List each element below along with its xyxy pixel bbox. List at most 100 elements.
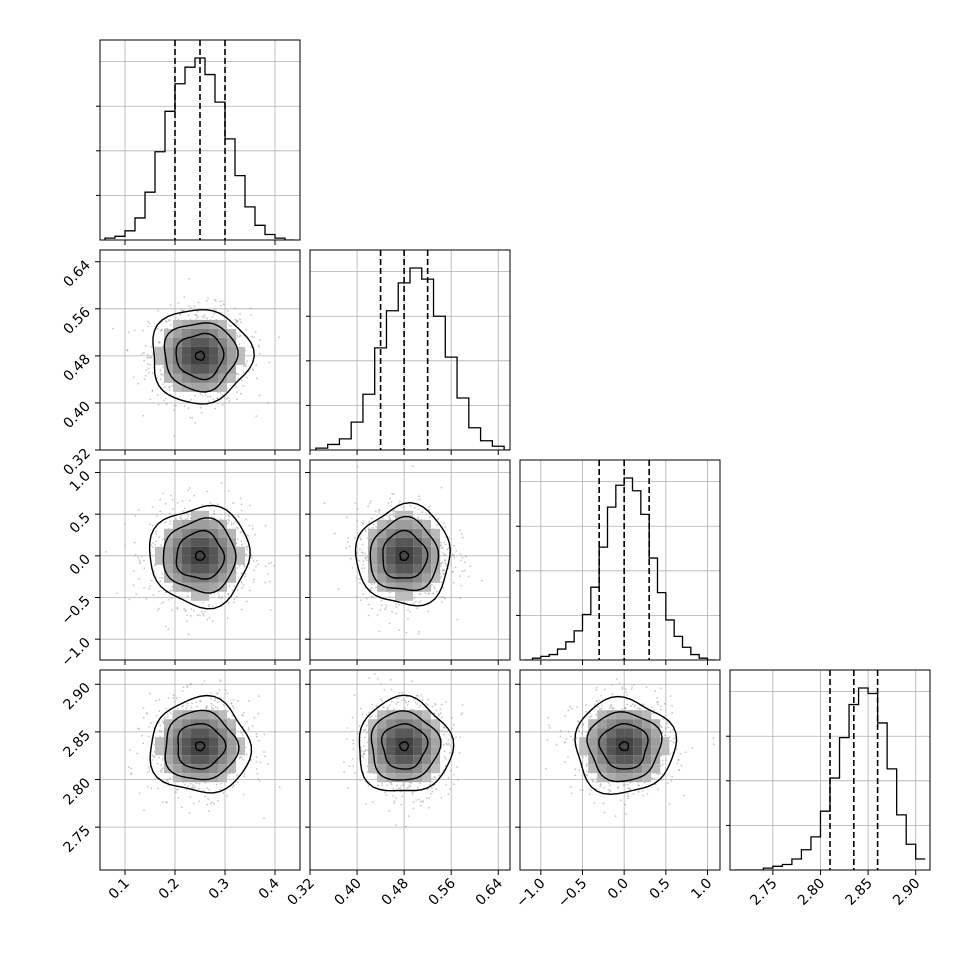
- sample-point: [253, 569, 256, 572]
- sample-point: [255, 364, 258, 366]
- sample-point: [392, 787, 395, 790]
- sample-point: [177, 707, 179, 710]
- density-cell: [164, 537, 173, 547]
- density-cell: [218, 573, 227, 583]
- sample-point: [161, 720, 164, 722]
- sample-point: [443, 730, 446, 733]
- sample-point: [257, 712, 260, 715]
- density-cell: [191, 710, 200, 720]
- sample-point: [362, 551, 364, 554]
- sample-point: [373, 673, 376, 675]
- sample-point: [406, 704, 409, 706]
- sample-point: [199, 700, 202, 703]
- sample-point: [361, 521, 364, 524]
- sample-point: [240, 392, 242, 395]
- x-tick-label: 0.4: [256, 875, 283, 902]
- contour-2: [382, 529, 429, 579]
- density-cell: [395, 564, 405, 574]
- sample-point: [171, 713, 174, 716]
- sample-point: [184, 783, 187, 786]
- sample-point: [207, 798, 210, 800]
- sample-point: [269, 609, 272, 611]
- density-cell: [395, 591, 405, 601]
- sample-point: [444, 764, 447, 767]
- density-cell: [173, 719, 182, 729]
- sample-point: [242, 365, 245, 367]
- sample-point: [358, 559, 360, 562]
- sample-point: [181, 500, 184, 502]
- sample-point: [196, 705, 199, 708]
- sample-point: [182, 704, 184, 707]
- sample-point: [443, 541, 446, 544]
- sample-point: [227, 592, 230, 595]
- contour-0: [148, 504, 251, 610]
- density-cell: [200, 591, 209, 601]
- sample-point: [417, 786, 419, 789]
- density-cell: [182, 328, 191, 338]
- sample-point: [416, 703, 419, 705]
- sample-point: [361, 567, 363, 570]
- sample-point: [252, 581, 255, 583]
- density-cell: [386, 719, 396, 729]
- density-cell: [377, 582, 387, 592]
- density-cell: [404, 728, 414, 738]
- sample-point: [417, 518, 419, 521]
- density-cell: [200, 510, 209, 520]
- sample-point: [385, 514, 388, 517]
- sample-point: [446, 548, 449, 551]
- sample-point: [180, 515, 182, 517]
- density-cell: [173, 328, 182, 338]
- density-cell: [218, 710, 227, 720]
- sample-point: [459, 597, 462, 600]
- density-cell: [182, 337, 191, 347]
- sample-point: [219, 679, 222, 682]
- sample-point: [365, 732, 368, 734]
- sample-point: [453, 556, 456, 559]
- density-cell: [413, 728, 423, 738]
- density-cell: [386, 537, 396, 547]
- density-cell: [236, 355, 245, 365]
- sample-point: [233, 598, 236, 601]
- density-cell: [227, 364, 236, 374]
- sample-point: [246, 720, 248, 723]
- sample-point: [480, 580, 483, 582]
- sample-point: [163, 386, 166, 389]
- sample-point: [376, 614, 379, 616]
- sample-point: [137, 727, 140, 730]
- density-cell: [422, 564, 432, 574]
- density-cell: [182, 719, 191, 729]
- sample-point: [392, 514, 395, 517]
- sample-point: [155, 532, 157, 535]
- sample-point: [418, 630, 420, 633]
- sample-point: [184, 609, 187, 611]
- sample-point: [224, 513, 227, 515]
- sample-point: [159, 329, 162, 332]
- sample-point: [151, 524, 154, 527]
- density-cell: [209, 373, 218, 383]
- sample-point: [170, 597, 173, 600]
- sample-point: [249, 504, 252, 507]
- sample-point: [264, 524, 267, 527]
- sample-point: [421, 801, 424, 803]
- contour-1: [163, 322, 239, 393]
- sample-point: [169, 777, 172, 780]
- sample-point: [190, 615, 193, 617]
- sample-point: [156, 762, 159, 765]
- sample-point: [212, 398, 214, 401]
- density-cell: [368, 555, 378, 565]
- sample-point: [245, 329, 248, 331]
- sample-point: [436, 590, 438, 593]
- sample-point: [149, 398, 152, 401]
- sample-point: [232, 502, 235, 505]
- sample-point: [346, 516, 348, 519]
- sample-point: [242, 725, 245, 728]
- sample-point: [169, 523, 172, 525]
- density-cell: [173, 764, 182, 774]
- density-cell: [413, 546, 423, 556]
- sample-point: [273, 730, 276, 733]
- sample-point: [196, 614, 199, 617]
- density-cell: [386, 737, 396, 747]
- sample-point: [441, 561, 444, 563]
- sample-point: [202, 614, 205, 617]
- sample-point: [172, 508, 174, 511]
